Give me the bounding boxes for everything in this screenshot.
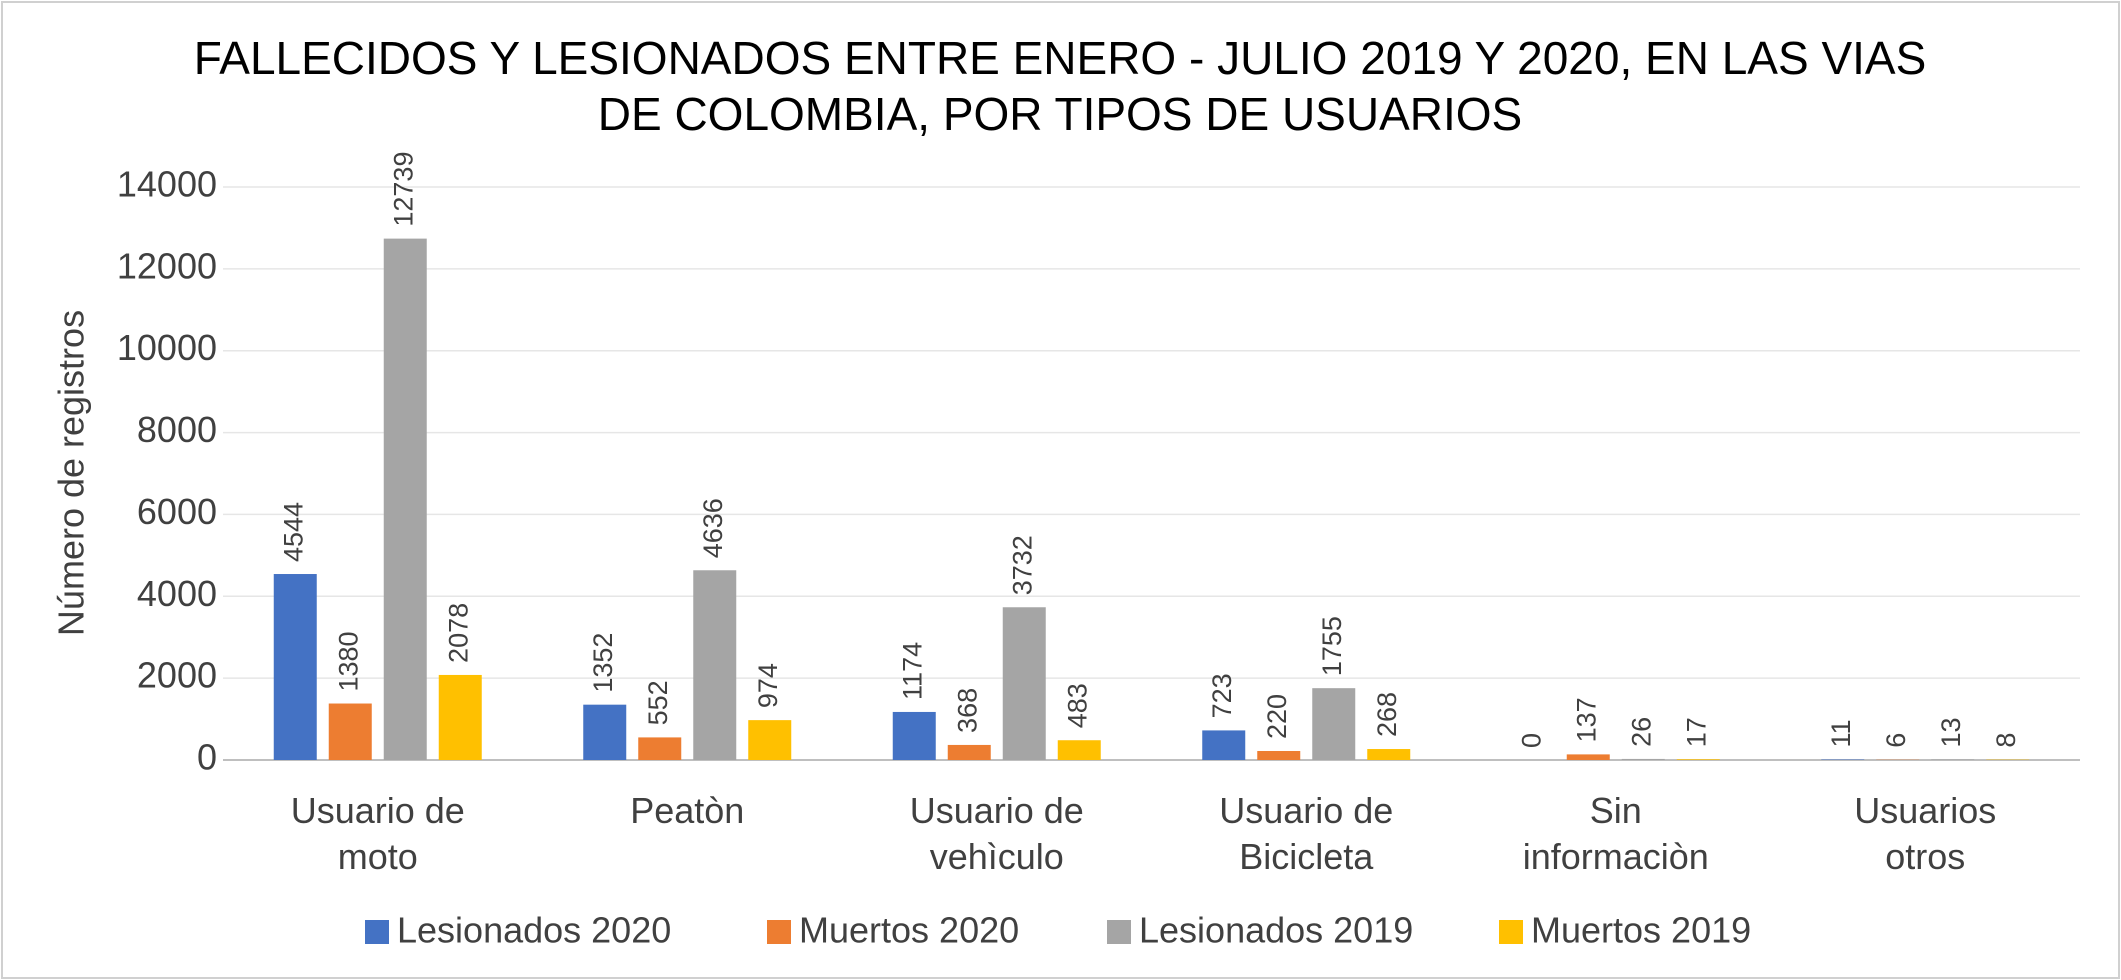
data-label: 13 bbox=[1936, 717, 1966, 747]
x-tick-label: Usuario de vehìculo bbox=[909, 790, 1084, 877]
x-tick-label: Usuarios otros bbox=[1854, 790, 1997, 877]
data-label: 3732 bbox=[1007, 535, 1037, 595]
data-label: 723 bbox=[1207, 673, 1237, 718]
data-label: 552 bbox=[643, 680, 673, 725]
legend-label: Lesionados 2020 bbox=[397, 910, 671, 951]
y-tick-label: 8000 bbox=[137, 409, 217, 450]
data-label: 17 bbox=[1681, 717, 1711, 747]
y-tick-label: 2000 bbox=[137, 655, 217, 696]
bar bbox=[583, 704, 627, 760]
data-label: 4636 bbox=[698, 498, 728, 558]
y-tick-label: 14000 bbox=[117, 164, 217, 205]
data-label: 1380 bbox=[333, 631, 363, 691]
bar bbox=[383, 238, 427, 760]
data-label: 1174 bbox=[897, 642, 927, 700]
data-label: 4544 bbox=[278, 502, 308, 562]
bar bbox=[748, 720, 792, 760]
bar bbox=[1057, 740, 1101, 760]
data-label: 12739 bbox=[388, 152, 418, 227]
bar bbox=[438, 674, 482, 760]
legend-label: Muertos 2020 bbox=[799, 910, 1019, 951]
bar bbox=[1566, 754, 1610, 760]
data-label: 268 bbox=[1372, 692, 1402, 737]
x-tick-label: Peatòn bbox=[630, 790, 745, 831]
bar bbox=[1202, 730, 1246, 760]
bar bbox=[638, 737, 682, 760]
y-tick-label: 12000 bbox=[117, 245, 217, 286]
bar bbox=[1257, 750, 1301, 760]
legend-label: Muertos 2019 bbox=[1531, 910, 1751, 951]
bar bbox=[1002, 607, 1046, 760]
y-axis-label: Número de registros bbox=[51, 310, 92, 636]
bar bbox=[693, 570, 737, 760]
bar bbox=[1312, 688, 1356, 760]
data-label: 368 bbox=[952, 688, 982, 733]
y-tick-label: 6000 bbox=[137, 491, 217, 532]
data-label: 0 bbox=[1516, 733, 1546, 748]
data-label: 483 bbox=[1062, 683, 1092, 728]
bar bbox=[892, 711, 936, 760]
bar bbox=[947, 744, 991, 760]
y-tick-label: 4000 bbox=[137, 573, 217, 614]
x-tick-label: Sin informaciòn bbox=[1522, 790, 1709, 877]
bar bbox=[1931, 759, 1975, 760]
legend-swatch bbox=[767, 920, 791, 944]
legend-label: Lesionados 2019 bbox=[1139, 910, 1413, 951]
bar bbox=[1621, 758, 1665, 760]
data-label: 2078 bbox=[443, 603, 473, 663]
bar bbox=[328, 703, 372, 760]
data-label: 1352 bbox=[588, 633, 618, 693]
data-label: 1755 bbox=[1317, 616, 1347, 676]
legend-swatch bbox=[1499, 920, 1523, 944]
legend-swatch bbox=[365, 920, 389, 944]
data-label: 26 bbox=[1626, 717, 1656, 747]
x-tick-label: Usuario de moto bbox=[290, 790, 465, 877]
chart-title: FALLECIDOS Y LESIONADOS ENTRE ENERO - JU… bbox=[193, 32, 1927, 140]
bar bbox=[273, 574, 317, 760]
y-tick-label: 0 bbox=[197, 737, 217, 778]
data-label: 8 bbox=[1991, 733, 2021, 748]
data-label: 974 bbox=[753, 663, 783, 708]
data-label: 11 bbox=[1826, 720, 1856, 748]
legend-swatch bbox=[1107, 920, 1131, 944]
data-label: 220 bbox=[1262, 694, 1292, 739]
bar bbox=[1676, 759, 1720, 760]
bar bbox=[1367, 749, 1411, 760]
x-tick-label: Usuario de Bicicleta bbox=[1219, 790, 1394, 877]
y-tick-label: 10000 bbox=[117, 327, 217, 368]
data-label: 137 bbox=[1571, 697, 1601, 742]
data-label: 6 bbox=[1881, 733, 1911, 748]
